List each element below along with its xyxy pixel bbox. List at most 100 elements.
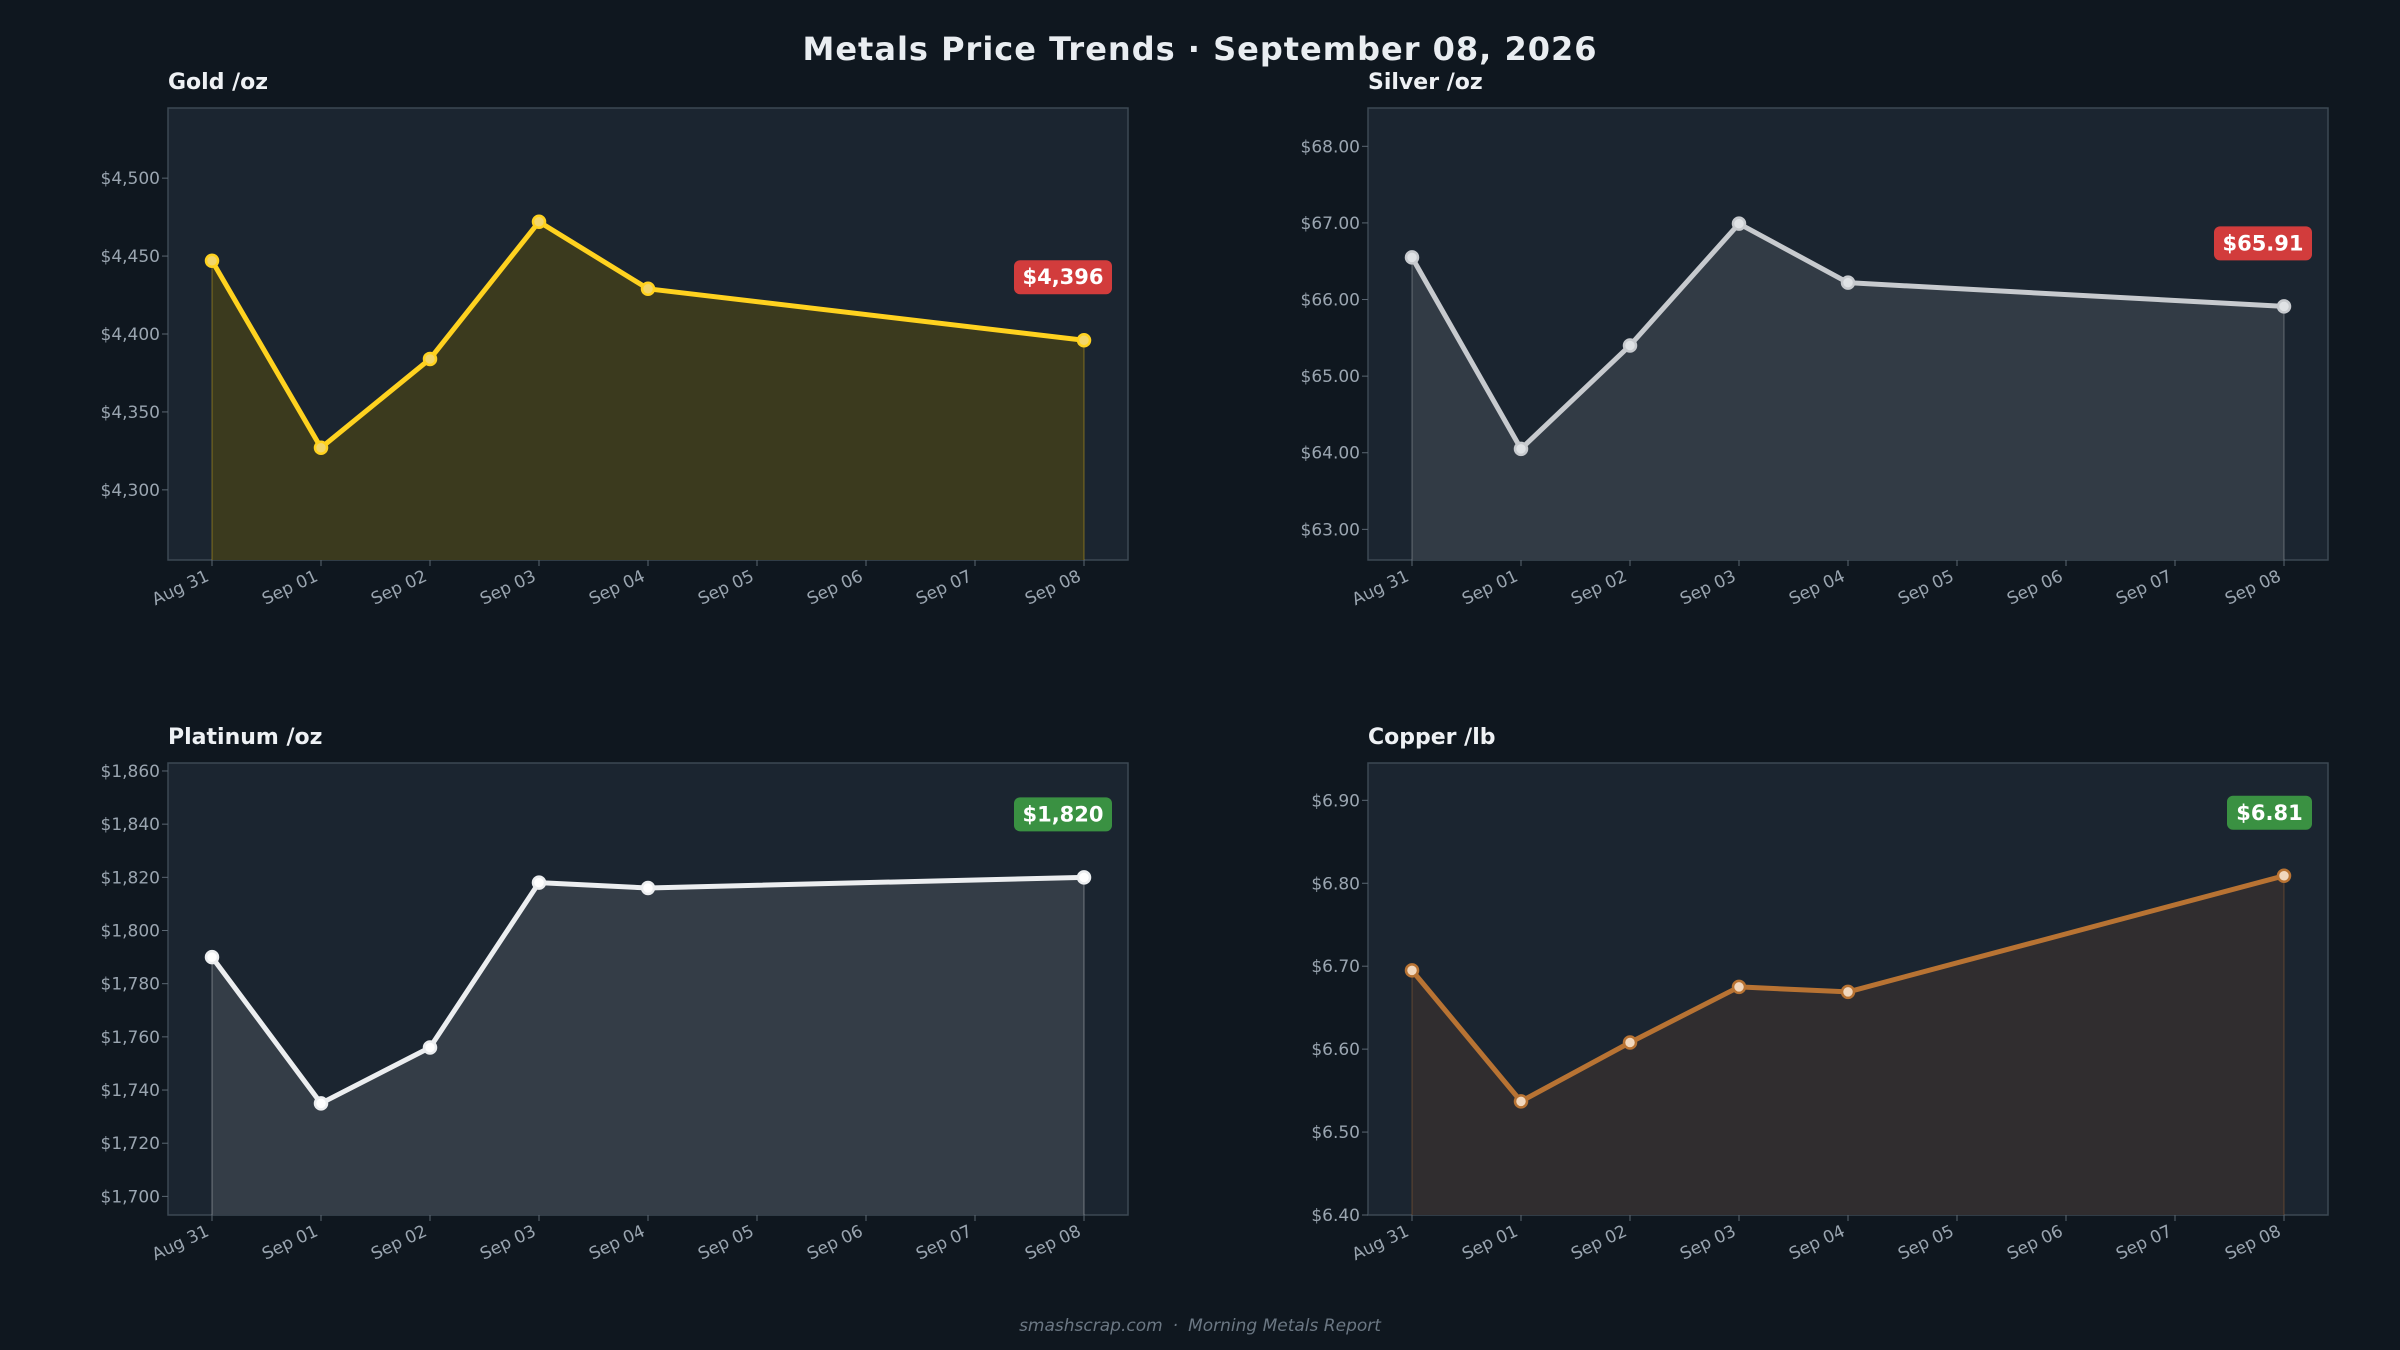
platinum-data-point — [313, 1096, 329, 1111]
platinum-badge-label: $1,820 — [1022, 802, 1103, 826]
gold-data-point — [422, 351, 438, 367]
gold-chart-title: Gold /oz — [168, 70, 268, 95]
platinum-xtick-label: Sep 04 — [586, 1221, 648, 1264]
platinum-ytick-label: $1,700 — [101, 1187, 160, 1207]
gold-xtick-label: Sep 05 — [695, 566, 757, 609]
silver-ytick-label: $66.00 — [1301, 291, 1360, 311]
gold-xtick-label: Sep 03 — [477, 566, 539, 609]
silver-xtick-label: Sep 07 — [2113, 566, 2175, 609]
platinum-data-point — [422, 1040, 438, 1055]
platinum-xtick-label: Aug 31 — [149, 1221, 212, 1265]
copper-ytick-label: $6.90 — [1311, 791, 1360, 811]
copper-data-point — [2276, 868, 2292, 884]
platinum-ytick-label: $1,840 — [101, 815, 160, 835]
silver-last-price-badge: $65.91 — [2214, 226, 2312, 261]
silver-data-point — [1622, 338, 1638, 353]
platinum-data-point — [640, 880, 656, 896]
silver-data-point — [1731, 216, 1747, 231]
silver-badge-background — [2214, 226, 2312, 261]
gold-ytick-label: $4,500 — [101, 169, 160, 189]
platinum-xtick-label: Sep 03 — [477, 1221, 539, 1264]
silver-chart-title: Silver /oz — [1368, 70, 1483, 95]
copper-data-point — [1513, 1094, 1529, 1109]
platinum-data-point — [204, 949, 220, 965]
copper-area-fill — [1412, 875, 2284, 1215]
copper-badge-background — [2227, 795, 2312, 830]
copper-data-point — [1404, 963, 1420, 978]
copper-xtick-label: Aug 31 — [1349, 1221, 1412, 1265]
silver-xtick-label: Sep 08 — [2222, 566, 2284, 609]
platinum-xtick-label: Sep 01 — [259, 1221, 321, 1264]
gold-xtick-label: Sep 07 — [913, 566, 975, 609]
copper-ytick-label: $6.70 — [1311, 957, 1360, 977]
gold-chart: Gold /oz $4,300 $4,350 $4,400 $4,450 $4,500 Au… — [101, 70, 1129, 610]
copper-data-point — [1622, 1035, 1638, 1050]
copper-xtick-label: Sep 03 — [1677, 1221, 1739, 1264]
copper-ytick-label: $6.80 — [1311, 874, 1360, 894]
platinum-last-price-badge: $1,820 — [1014, 797, 1112, 832]
page-title: Metals Price Trends · September 08, 2026 — [802, 30, 1598, 68]
gold-data-point — [640, 281, 656, 297]
silver-badge-label: $65.91 — [2222, 231, 2303, 255]
copper-xtick-label: Sep 05 — [1895, 1221, 1957, 1264]
copper-xtick-label: Sep 04 — [1786, 1221, 1848, 1264]
gold-xtick-label: Sep 06 — [804, 566, 866, 609]
copper-badge-label: $6.81 — [2236, 801, 2302, 825]
copper-last-price-badge: $6.81 — [2227, 795, 2312, 830]
platinum-xtick-label: Sep 08 — [1022, 1221, 1084, 1264]
platinum-chart: Platinum /oz $1,700 $1,720 $1,740 $1,760 $1,7… — [101, 725, 1129, 1265]
copper-xtick-label: Sep 06 — [2004, 1221, 2066, 1264]
platinum-xtick-label: Sep 02 — [368, 1221, 430, 1264]
platinum-xtick-label: Sep 07 — [913, 1221, 975, 1264]
platinum-xtick-label: Sep 06 — [804, 1221, 866, 1264]
silver-ytick-label: $65.00 — [1301, 367, 1360, 387]
platinum-ytick-label: $1,800 — [101, 922, 160, 942]
platinum-xtick-label: Sep 05 — [695, 1221, 757, 1264]
footer-site: smashscrap.com — [1019, 1316, 1163, 1336]
footer: smashscrap.com · Morning Metals Report — [0, 1316, 2400, 1336]
silver-xtick-label: Sep 01 — [1459, 566, 1521, 609]
silver-xtick-label: Sep 02 — [1568, 566, 1630, 609]
gold-ytick-label: $4,350 — [101, 403, 160, 423]
silver-data-point — [2276, 299, 2292, 314]
gold-data-point — [531, 214, 547, 230]
footer-report: Morning Metals Report — [1188, 1316, 1381, 1336]
platinum-chart-title: Platinum /oz — [168, 725, 322, 750]
copper-xtick-label: Sep 02 — [1568, 1221, 1630, 1264]
silver-xtick-label: Sep 04 — [1786, 566, 1848, 609]
silver-ytick-label: $68.00 — [1301, 137, 1360, 157]
copper-xtick-label: Sep 08 — [2222, 1221, 2284, 1264]
copper-data-point — [1840, 984, 1856, 1000]
gold-ytick-label: $4,300 — [101, 481, 160, 501]
platinum-ytick-label: $1,780 — [101, 975, 160, 995]
silver-data-point — [1404, 250, 1420, 265]
silver-data-point — [1513, 441, 1529, 457]
gold-data-point — [204, 253, 220, 268]
gold-series-line — [209, 219, 1087, 451]
gold-xtick-label: Aug 31 — [149, 566, 212, 610]
gold-badge-background — [1014, 260, 1112, 295]
gold-ytick-label: $4,400 — [101, 325, 160, 345]
platinum-ytick-label: $1,720 — [101, 1134, 160, 1154]
gold-last-price-badge: $4,396 — [1014, 260, 1112, 295]
platinum-ytick-label: $1,820 — [101, 868, 160, 888]
platinum-data-point — [1076, 870, 1092, 885]
gold-xtick-label: Sep 04 — [586, 566, 648, 609]
silver-xtick-label: Sep 03 — [1677, 566, 1739, 609]
platinum-ytick-label: $1,760 — [101, 1028, 160, 1048]
copper-ytick-label: $6.40 — [1311, 1206, 1360, 1226]
copper-xtick-label: Sep 07 — [2113, 1221, 2175, 1264]
footer-separator: · — [1172, 1316, 1179, 1336]
gold-area-fill — [212, 221, 1084, 561]
gold-ytick-label: $4,450 — [101, 247, 160, 267]
platinum-badge-background — [1014, 797, 1112, 832]
silver-xtick-label: Aug 31 — [1349, 566, 1412, 610]
silver-ytick-label: $67.00 — [1301, 214, 1360, 234]
gold-xtick-label: Sep 08 — [1022, 566, 1084, 609]
copper-ytick-label: $6.60 — [1311, 1040, 1360, 1060]
copper-series-line — [1409, 873, 2287, 1104]
silver-ytick-label: $63.00 — [1301, 520, 1360, 540]
silver-ytick-label: $64.00 — [1301, 444, 1360, 464]
gold-xtick-label: Sep 01 — [259, 566, 321, 609]
